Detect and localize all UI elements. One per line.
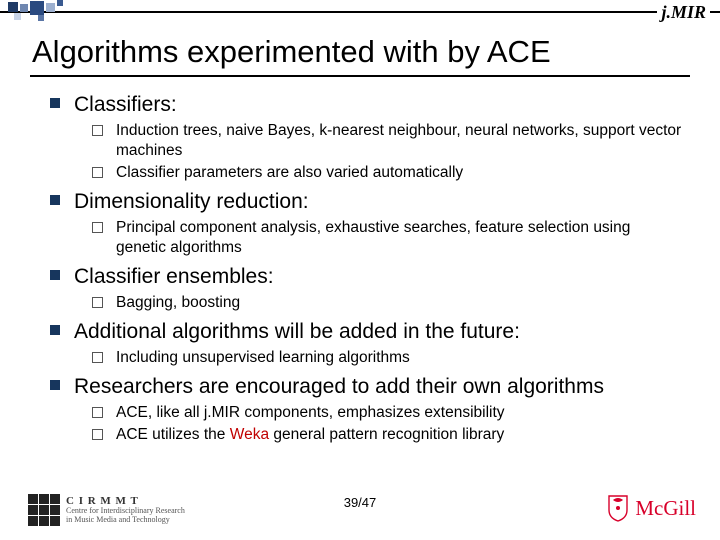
sub-bullet-item: Classifier parameters are also varied au… bbox=[92, 163, 683, 183]
sub-bullet-item: Principal component analysis, exhaustive… bbox=[92, 218, 683, 258]
sub-bullet-text: Bagging, boosting bbox=[116, 293, 683, 313]
sub-bullet-text: ACE, like all j.MIR components, emphasiz… bbox=[116, 403, 683, 423]
deco-square bbox=[38, 15, 44, 21]
deco-square bbox=[8, 2, 18, 12]
sub-bullet-text: Classifier parameters are also varied au… bbox=[116, 163, 683, 183]
cirmmt-line2: in Music Media and Technology bbox=[66, 516, 185, 525]
bullet-item: Researchers are encouraged to add their … bbox=[48, 374, 683, 445]
bullet-item: Dimensionality reduction: Principal compo… bbox=[48, 189, 683, 258]
jmir-logo-suffix: MIR bbox=[671, 2, 706, 22]
bullet-item: Additional algorithms will be added in t… bbox=[48, 319, 683, 368]
emphasis: Weka bbox=[230, 426, 269, 443]
sub-bullet-list: Bagging, boosting bbox=[74, 293, 683, 313]
title-underline bbox=[30, 75, 690, 77]
sub-bullet-text: ACE utilizes the Weka general pattern re… bbox=[116, 425, 683, 445]
bullet-label: Additional algorithms will be added in t… bbox=[74, 319, 683, 345]
sub-bullet-list: Principal component analysis, exhaustive… bbox=[74, 218, 683, 258]
deco-square bbox=[46, 3, 55, 12]
bullet-label: Classifier ensembles: bbox=[74, 264, 683, 290]
decorative-header bbox=[0, 0, 720, 24]
sub-bullet-item: Bagging, boosting bbox=[92, 293, 683, 313]
bullet-label: Dimensionality reduction: bbox=[74, 189, 683, 215]
jmir-logo-prefix: j. bbox=[661, 2, 671, 22]
sub-bullet-item: Induction trees, naive Bayes, k-nearest … bbox=[92, 121, 683, 161]
header-rule bbox=[0, 11, 720, 13]
deco-square bbox=[14, 13, 21, 20]
sub-bullet-list: Induction trees, naive Bayes, k-nearest … bbox=[74, 121, 683, 182]
bullet-item: Classifiers: Induction trees, naive Bayes… bbox=[48, 92, 683, 183]
deco-square bbox=[30, 1, 44, 15]
sub-bullet-item: ACE, like all j.MIR components, emphasiz… bbox=[92, 403, 683, 423]
sub-bullet-item: Including unsupervised learning algorith… bbox=[92, 348, 683, 368]
bullet-list: Classifiers: Induction trees, naive Bayes… bbox=[48, 92, 683, 445]
sub-bullet-item: ACE utilizes the Weka general pattern re… bbox=[92, 425, 683, 445]
sub-bullet-list: ACE, like all j.MIR components, emphasiz… bbox=[74, 403, 683, 445]
sub-bullet-text: Including unsupervised learning algorith… bbox=[116, 348, 683, 368]
slide: j.MIR Algorithms experimented with by AC… bbox=[0, 0, 720, 540]
sub-bullet-text: Induction trees, naive Bayes, k-nearest … bbox=[116, 121, 683, 161]
footer: C I R M M T Centre for Interdisciplinary… bbox=[0, 480, 720, 532]
deco-square bbox=[57, 0, 63, 6]
slide-title: Algorithms experimented with by ACE bbox=[32, 34, 551, 70]
sub-bullet-list: Including unsupervised learning algorith… bbox=[74, 348, 683, 368]
bullet-label: Classifiers: bbox=[74, 92, 683, 118]
mcgill-logo: McGill bbox=[607, 494, 696, 522]
slide-content: Classifiers: Induction trees, naive Bayes… bbox=[48, 92, 683, 451]
bullet-item: Classifier ensembles: Bagging, boosting bbox=[48, 264, 683, 313]
mcgill-shield-icon bbox=[607, 494, 629, 522]
sub-bullet-text: Principal component analysis, exhaustive… bbox=[116, 218, 683, 258]
bullet-label: Researchers are encouraged to add their … bbox=[74, 374, 683, 400]
mcgill-name: McGill bbox=[635, 496, 696, 521]
jmir-logo: j.MIR bbox=[657, 2, 710, 23]
deco-square bbox=[20, 4, 28, 12]
